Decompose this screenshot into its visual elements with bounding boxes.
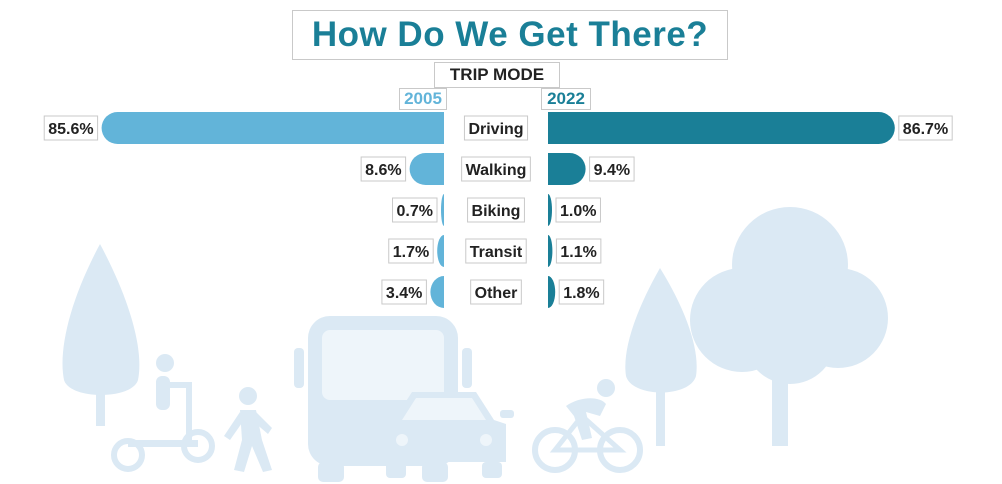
svg-text:3.4%: 3.4% xyxy=(386,285,422,302)
legend-2005: 2005 xyxy=(399,88,447,110)
value-label-2005-driving: 85.6% xyxy=(43,115,99,141)
bar-2022-transit xyxy=(548,235,553,267)
svg-text:Other: Other xyxy=(475,285,518,302)
car-icon xyxy=(378,392,514,478)
category-label-walking: Walking xyxy=(461,156,531,182)
value-label-2005-walking: 8.6% xyxy=(360,156,407,182)
svg-text:8.6%: 8.6% xyxy=(365,162,401,179)
bar-2005-biking xyxy=(441,194,444,226)
svg-text:1.0%: 1.0% xyxy=(560,203,596,220)
category-label-biking: Biking xyxy=(467,197,525,223)
bar-2005-walking xyxy=(409,153,444,185)
svg-text:Walking: Walking xyxy=(466,162,527,179)
value-label-2005-other: 3.4% xyxy=(381,279,427,305)
chart-subtitle: TRIP MODE xyxy=(434,62,560,88)
svg-text:Driving: Driving xyxy=(468,121,523,138)
value-label-2022-walking: 9.4% xyxy=(589,156,635,182)
value-label-2022-other: 1.8% xyxy=(558,279,605,305)
value-label-2022-biking: 1.0% xyxy=(555,197,601,223)
svg-text:1.7%: 1.7% xyxy=(393,244,429,261)
tree-icon xyxy=(62,244,140,426)
cyclist-icon xyxy=(532,379,643,473)
value-label-2022-driving: 86.7% xyxy=(898,115,953,141)
category-label-transit: Transit xyxy=(465,238,527,264)
bar-2022-biking xyxy=(548,194,552,226)
svg-text:1.1%: 1.1% xyxy=(560,244,596,261)
scooter-rider-icon xyxy=(111,354,215,472)
legend-2022: 2022 xyxy=(541,88,591,110)
value-label-2022-transit: 1.1% xyxy=(555,238,602,264)
svg-text:86.7%: 86.7% xyxy=(903,121,948,138)
bar-2005-driving xyxy=(101,112,444,144)
svg-text:Biking: Biking xyxy=(472,203,521,220)
tree-icon xyxy=(625,268,697,446)
svg-text:1.8%: 1.8% xyxy=(563,285,599,302)
value-label-2005-transit: 1.7% xyxy=(388,238,434,264)
category-label-other: Other xyxy=(470,279,522,305)
category-label-driving: Driving xyxy=(463,115,529,141)
pedestrian-icon xyxy=(224,387,272,472)
svg-text:9.4%: 9.4% xyxy=(594,162,630,179)
svg-text:Transit: Transit xyxy=(470,244,523,261)
chart-title: How Do We Get There? xyxy=(292,10,728,60)
svg-text:0.7%: 0.7% xyxy=(397,203,433,220)
bar-2022-driving xyxy=(548,112,895,144)
svg-text:85.6%: 85.6% xyxy=(48,121,93,138)
bar-2022-walking xyxy=(548,153,586,185)
bar-2005-transit xyxy=(437,235,444,267)
value-label-2005-biking: 0.7% xyxy=(392,197,438,223)
bar-2005-other xyxy=(430,276,444,308)
tree-icon xyxy=(690,207,888,446)
bar-2022-other xyxy=(548,276,556,308)
